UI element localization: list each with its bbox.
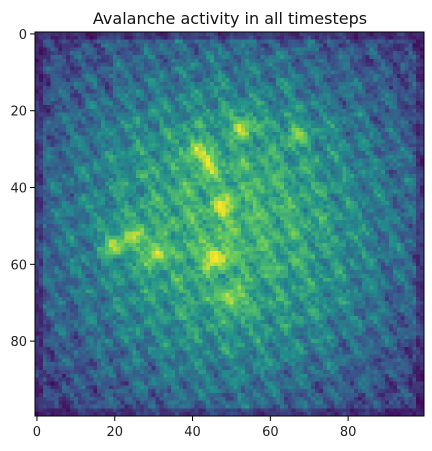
y-tick-label: 60 [10,258,27,273]
y-tick-label: 80 [10,335,27,350]
x-tick-label: 0 [33,425,41,440]
x-tick-label: 60 [262,425,279,440]
y-tick-label: 40 [10,182,27,197]
x-tick-label: 40 [184,425,201,440]
y-tick-label: 20 [10,105,27,120]
heatmap-image [35,32,424,416]
x-axis: 0 20 40 60 80 [33,416,357,440]
chart-title: Avalanche activity in all timesteps [93,9,367,28]
x-tick-label: 20 [106,425,123,440]
y-axis: 0 20 40 60 80 [10,28,35,350]
y-tick-label: 0 [19,28,27,43]
x-tick-label: 80 [340,425,357,440]
plot-frame [34,31,425,417]
plot-area [34,31,425,417]
